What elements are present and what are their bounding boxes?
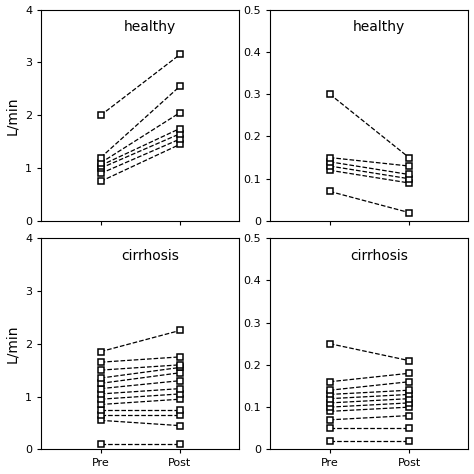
Y-axis label: L/min: L/min (6, 96, 19, 135)
Y-axis label: L/min: L/min (6, 324, 19, 363)
Text: cirrhosis: cirrhosis (350, 248, 408, 263)
Text: healthy: healthy (353, 20, 405, 34)
Text: cirrhosis: cirrhosis (121, 248, 179, 263)
Text: healthy: healthy (124, 20, 176, 34)
